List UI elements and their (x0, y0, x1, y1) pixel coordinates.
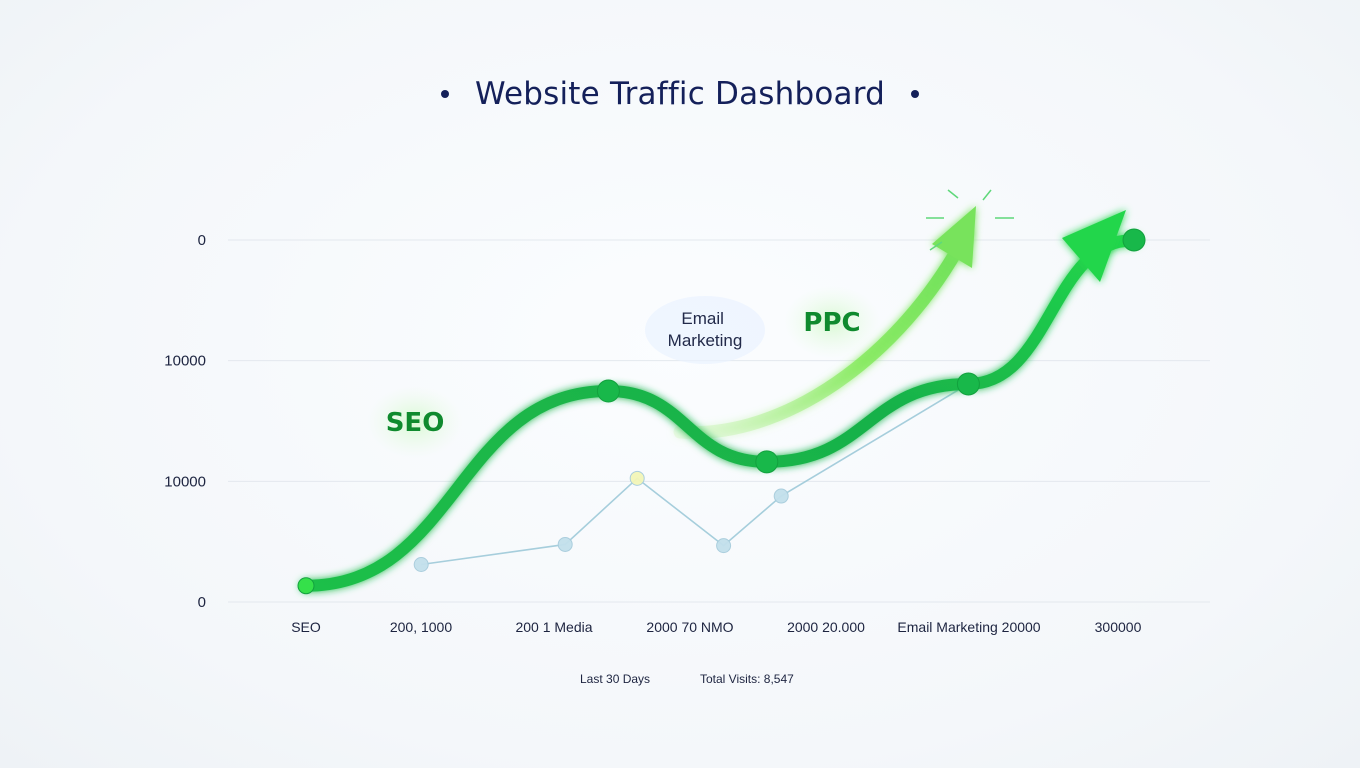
primary-series-point (596, 379, 620, 403)
y-axis-ticks: 0 10000 10000 0 (164, 232, 206, 611)
y-tick-label: 0 (198, 232, 206, 249)
secondary-series-point (557, 536, 573, 552)
growth-arrow-head (932, 206, 976, 268)
x-tick-label: 2000 70 NMO (646, 619, 733, 635)
x-tick-label: 200, 1000 (390, 619, 452, 635)
x-tick-label: SEO (291, 619, 321, 635)
y-tick-label: 0 (198, 594, 206, 611)
x-tick-label: 2000 20.000 (787, 619, 865, 635)
title-bullet-right (911, 90, 920, 98)
ppc-label-halo (784, 286, 880, 358)
x-tick-label: Email Marketing 20000 (897, 619, 1040, 635)
y-tick-label: 10000 (164, 473, 206, 490)
growth-arrow-curve (673, 227, 973, 440)
x-axis-ticks: SEO 200, 1000 200 1 Media 2000 70 NMO 2000 2… (291, 619, 1141, 635)
primary-arrow-head-icon (1062, 210, 1126, 282)
title-row: Website Traffic Dashboard (0, 70, 1360, 118)
series-secondary (413, 376, 976, 572)
annotation-ppc: PPC (803, 308, 860, 338)
annotation-email-line-1: Email (681, 309, 724, 328)
x-tick-label: 300000 (1095, 619, 1142, 635)
x-tick-label: 200 1 Media (515, 619, 592, 635)
primary-series-point (297, 577, 315, 595)
secondary-series-line (421, 383, 969, 566)
footer-total-visits: Total Visits: 8,547 (700, 672, 794, 686)
sparkle-icon (926, 189, 1014, 251)
annotation-seo: SEO (386, 408, 445, 438)
secondary-series-point (629, 470, 645, 486)
secondary-series-point (413, 557, 429, 572)
primary-series-point (1122, 228, 1146, 252)
title-bullet-left (440, 90, 449, 98)
annotation-email-line-2: Marketing (668, 331, 743, 350)
series-primary (297, 210, 1146, 595)
chart-title: Website Traffic Dashboard (474, 76, 886, 112)
annotation-email-marketing: Email Marketing (668, 309, 743, 350)
primary-series-point (755, 450, 779, 474)
primary-series-point (956, 372, 980, 396)
secondary-series-point (773, 488, 789, 504)
seo-label-halo (367, 386, 463, 458)
secondary-series-point (716, 538, 732, 554)
footer-period: Last 30 Days (580, 672, 650, 686)
y-tick-label: 10000 (164, 353, 206, 370)
email-label-halo (645, 296, 765, 364)
